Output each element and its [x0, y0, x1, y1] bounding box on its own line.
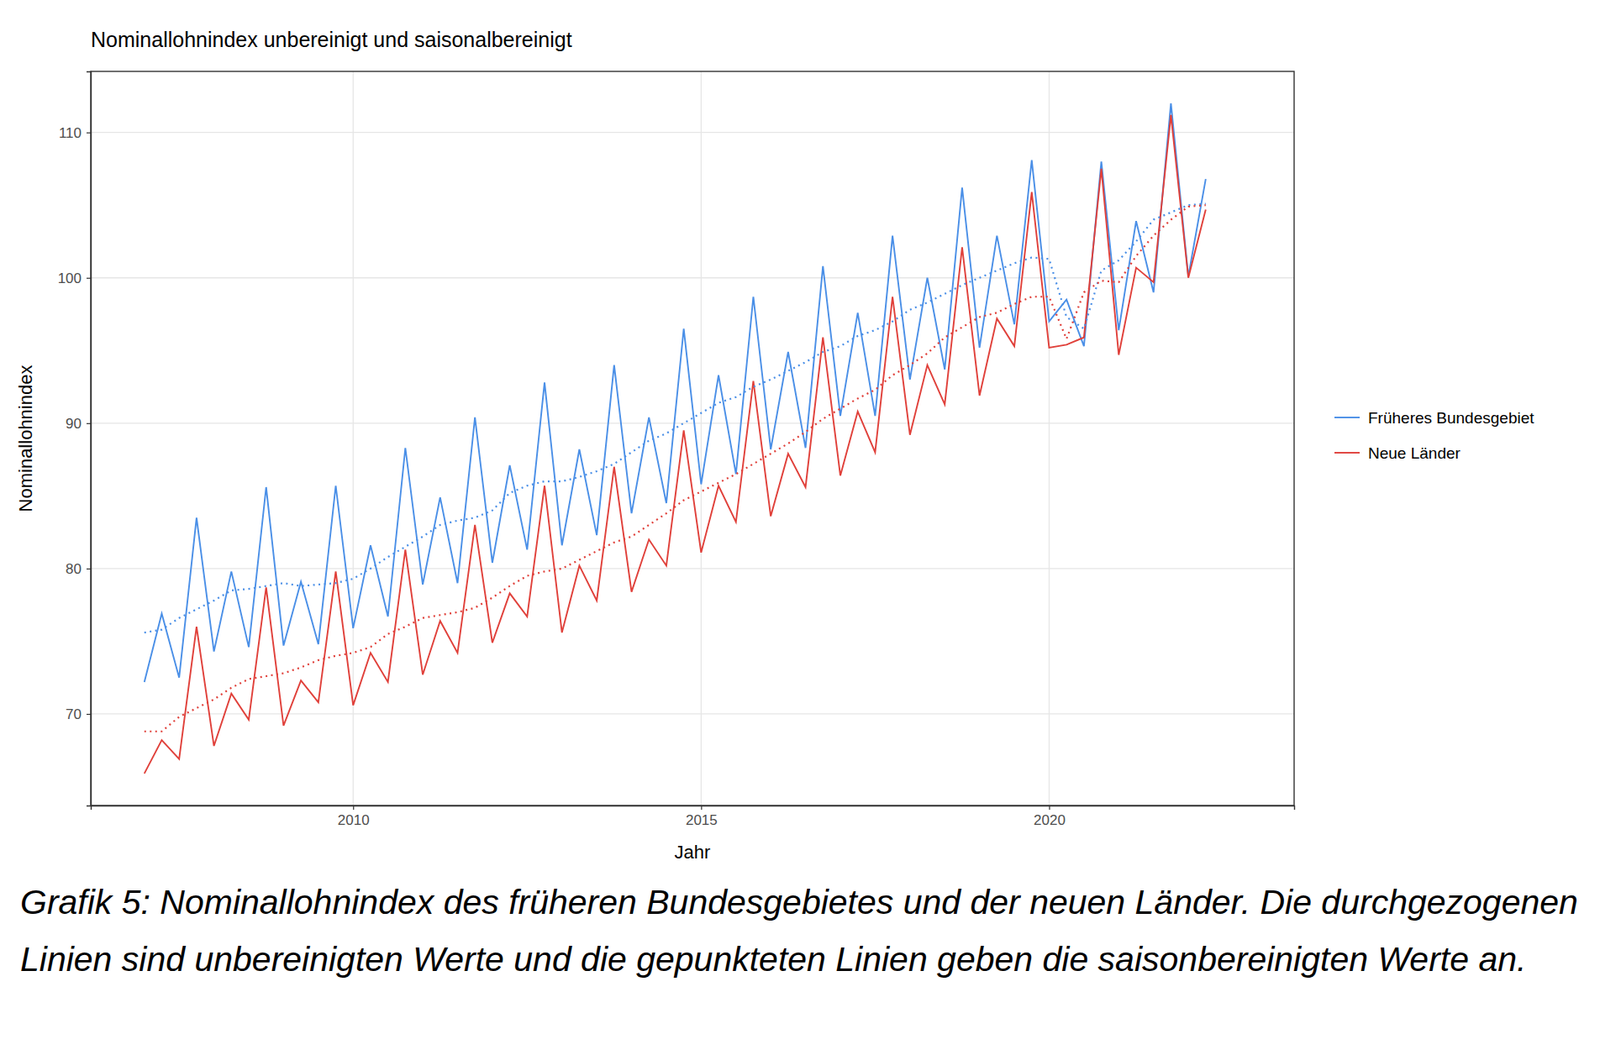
tick-mark: [86, 568, 91, 570]
tick: 80: [65, 561, 91, 578]
tick-mark: [700, 805, 702, 811]
plot-frame: [90, 71, 1295, 806]
grid: [90, 71, 1295, 806]
lines: [144, 103, 1206, 774]
grid-line: [90, 568, 1295, 569]
grid-line: [1048, 71, 1050, 806]
y-axis-title: Nominallohnindex: [15, 365, 37, 513]
legend-key: [1334, 416, 1360, 419]
grid-line: [352, 71, 354, 806]
tick: 110: [58, 125, 91, 142]
tick-mark: [86, 423, 91, 425]
series-line: [144, 103, 1206, 683]
tick-mark: [86, 714, 91, 716]
y-axis: 70 80 90 100 110: [57, 72, 92, 807]
legend-key: [1334, 452, 1360, 454]
tick-label: 70: [65, 706, 82, 723]
tick-mark: [352, 805, 354, 811]
chart: 2010 2015 2020 70 80 90 100 110 Nominallohnindex…: [0, 0, 1600, 874]
x-axis: 2010 2015 2020: [91, 805, 1295, 829]
tick-mark: [86, 278, 91, 279]
tick-mark: [86, 132, 91, 134]
tick: 70: [65, 706, 91, 723]
caption: Grafik 5: Nominallohnindex des früheren …: [20, 873, 1592, 989]
grid-line: [90, 131, 1295, 133]
legend: Früheres Bundesgebiet Neue Länder: [1334, 409, 1535, 463]
trend-line: [144, 203, 1206, 633]
grid-line: [90, 422, 1295, 424]
tick: 2010: [337, 805, 370, 829]
tick: 100: [57, 270, 91, 287]
grid-line: [90, 713, 1295, 715]
tick-label: 2015: [685, 812, 718, 829]
plot-background: [90, 71, 1295, 806]
tick-mark: [1048, 805, 1050, 811]
trend-line: [144, 205, 1206, 732]
axis-line: [86, 72, 92, 807]
axis-line: [91, 806, 1295, 811]
tick: 90: [65, 415, 91, 432]
title: Nominallohnindex unbereinigt und saisona…: [90, 27, 573, 52]
tick-label: 80: [65, 561, 82, 578]
tick-label: 2010: [337, 812, 370, 829]
tick: 2015: [685, 805, 718, 829]
tick-label: 100: [57, 270, 82, 287]
legend-label: Neue Länder: [1368, 444, 1462, 463]
x-axis-title: Jahr: [674, 842, 711, 864]
grid-line: [700, 71, 702, 806]
tick-label: 2020: [1033, 812, 1066, 829]
tick-label: 110: [58, 125, 82, 142]
tick-label: 90: [65, 415, 82, 432]
legend-label: Früheres Bundesgebiet: [1368, 409, 1535, 427]
tick: 2020: [1033, 805, 1066, 829]
series-line: [144, 115, 1206, 774]
